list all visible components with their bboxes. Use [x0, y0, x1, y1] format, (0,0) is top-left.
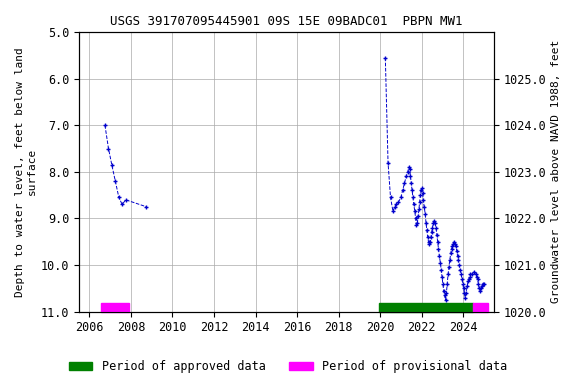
Bar	[472, 303, 488, 312]
Title: USGS 391707095445901 09S 15E 09BADC01  PBPN MW1: USGS 391707095445901 09S 15E 09BADC01 PB…	[111, 15, 463, 28]
Legend: Period of approved data, Period of provisional data: Period of approved data, Period of provi…	[64, 356, 512, 378]
Bar	[379, 303, 472, 312]
Bar	[101, 303, 129, 312]
Y-axis label: Depth to water level, feet below land
surface: Depth to water level, feet below land su…	[15, 47, 37, 297]
Y-axis label: Groundwater level above NAVD 1988, feet: Groundwater level above NAVD 1988, feet	[551, 40, 561, 303]
